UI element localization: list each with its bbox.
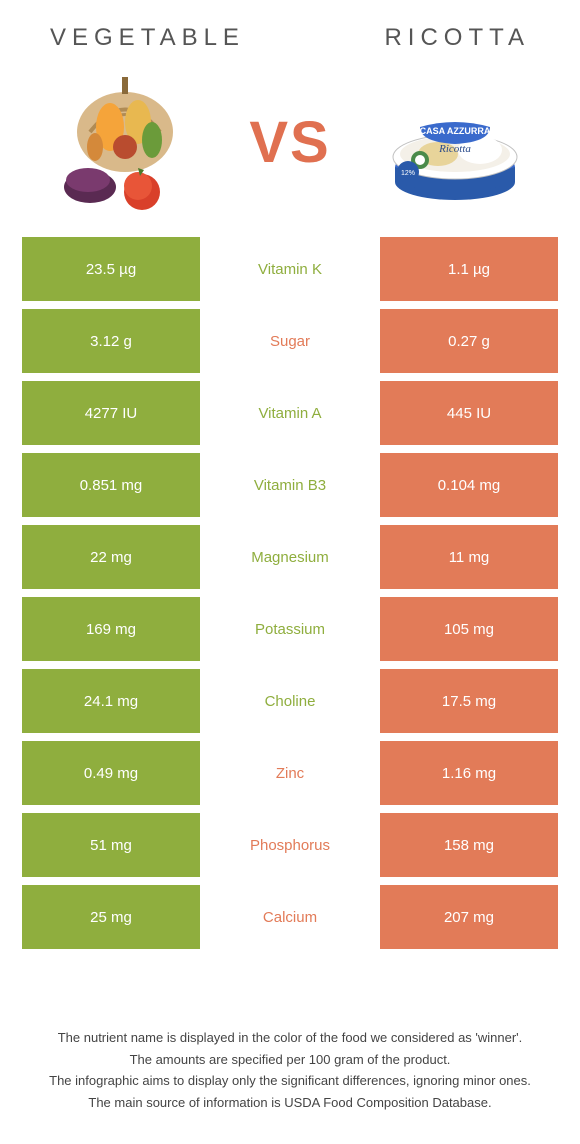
nutrient-label: Magnesium — [200, 525, 380, 589]
table-row: 25 mgCalcium207 mg — [22, 885, 558, 949]
comparison-table: 23.5 µgVitamin K1.1 µg 3.12 gSugar0.27 g 4… — [0, 237, 580, 949]
table-row: 3.12 gSugar0.27 g — [22, 309, 558, 373]
nutrient-label: Sugar — [200, 309, 380, 373]
vegetable-image — [50, 72, 200, 212]
value-left: 0.851 mg — [22, 453, 200, 517]
value-right: 105 mg — [380, 597, 558, 661]
value-right: 11 mg — [380, 525, 558, 589]
value-right: 1.16 mg — [380, 741, 558, 805]
nutrient-label: Zinc — [200, 741, 380, 805]
table-row: 24.1 mgCholine17.5 mg — [22, 669, 558, 733]
vs-label: VS — [249, 109, 330, 176]
value-left: 23.5 µg — [22, 237, 200, 301]
nutrient-label: Vitamin K — [200, 237, 380, 301]
footer-line: The nutrient name is displayed in the co… — [44, 1028, 536, 1048]
nutrient-label: Calcium — [200, 885, 380, 949]
value-left: 24.1 mg — [22, 669, 200, 733]
value-right: 17.5 mg — [380, 669, 558, 733]
svg-text:Ricotta: Ricotta — [438, 143, 471, 155]
footer-line: The infographic aims to display only the… — [44, 1071, 536, 1091]
value-right: 0.104 mg — [380, 453, 558, 517]
header: VEGETABLE RICOTTA — [0, 0, 580, 62]
svg-text:CASA AZZURRA: CASA AZZURRA — [420, 126, 491, 136]
footer-line: The main source of information is USDA F… — [44, 1093, 536, 1113]
title-left: VEGETABLE — [50, 24, 245, 52]
table-row: 22 mgMagnesium11 mg — [22, 525, 558, 589]
ricotta-image: CASA AZZURRA Ricotta 12% — [380, 72, 530, 212]
nutrient-label: Vitamin A — [200, 381, 380, 445]
nutrient-label: Potassium — [200, 597, 380, 661]
value-left: 4277 IU — [22, 381, 200, 445]
value-right: 445 IU — [380, 381, 558, 445]
value-right: 1.1 µg — [380, 237, 558, 301]
nutrient-label: Choline — [200, 669, 380, 733]
value-left: 25 mg — [22, 885, 200, 949]
nutrient-label: Phosphorus — [200, 813, 380, 877]
value-left: 3.12 g — [22, 309, 200, 373]
footer-line: The amounts are specified per 100 gram o… — [44, 1050, 536, 1070]
value-left: 22 mg — [22, 525, 200, 589]
images-row: VS CASA AZZURRA Ricotta 12% — [0, 62, 580, 237]
value-right: 158 mg — [380, 813, 558, 877]
value-left: 0.49 mg — [22, 741, 200, 805]
title-right: RICOTTA — [384, 24, 530, 52]
table-row: 0.851 mgVitamin B30.104 mg — [22, 453, 558, 517]
value-right: 207 mg — [380, 885, 558, 949]
svg-text:12%: 12% — [401, 170, 415, 177]
value-right: 0.27 g — [380, 309, 558, 373]
table-row: 4277 IUVitamin A445 IU — [22, 381, 558, 445]
table-row: 0.49 mgZinc1.16 mg — [22, 741, 558, 805]
footer-notes: The nutrient name is displayed in the co… — [0, 1028, 580, 1114]
table-row: 23.5 µgVitamin K1.1 µg — [22, 237, 558, 301]
nutrient-label: Vitamin B3 — [200, 453, 380, 517]
table-row: 169 mgPotassium105 mg — [22, 597, 558, 661]
value-left: 51 mg — [22, 813, 200, 877]
value-left: 169 mg — [22, 597, 200, 661]
table-row: 51 mgPhosphorus158 mg — [22, 813, 558, 877]
